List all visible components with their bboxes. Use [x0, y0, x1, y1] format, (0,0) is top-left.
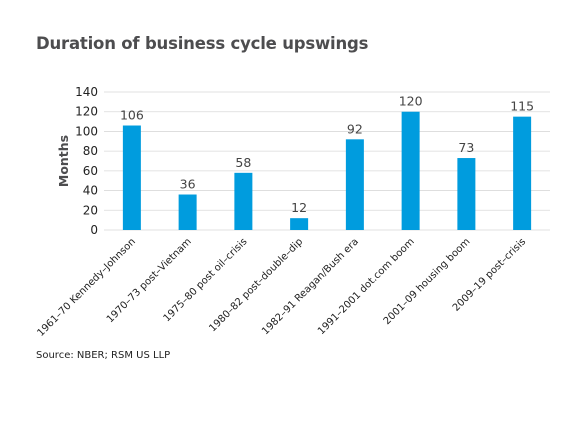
- bars: [122, 111, 532, 230]
- y-axis-title: Months: [56, 135, 71, 187]
- bar: [178, 194, 197, 230]
- bar: [401, 111, 420, 230]
- data-label: 73: [458, 140, 474, 155]
- data-label: 92: [347, 121, 363, 136]
- data-labels: 106 36 58 12 92 120 73 115: [120, 94, 534, 215]
- chart-source: Source: NBER; RSM US LLP: [36, 350, 171, 361]
- y-tick-label: 0: [90, 223, 98, 237]
- y-tick-label: 40: [83, 184, 98, 198]
- bar: [345, 139, 364, 230]
- y-tick-label: 120: [75, 105, 98, 119]
- y-tick-labels: 0 20 40 60 80 100 120 140: [75, 85, 98, 237]
- bar: [457, 158, 476, 230]
- data-label: 106: [120, 108, 144, 123]
- y-tick-label: 100: [75, 124, 98, 138]
- bar: [122, 125, 141, 230]
- data-label: 115: [510, 99, 534, 114]
- y-tick-label: 140: [75, 85, 98, 99]
- bar: [234, 172, 253, 230]
- y-tick-label: 60: [83, 164, 98, 178]
- chart-title: Duration of business cycle upswings: [36, 34, 369, 53]
- gridlines: [104, 91, 550, 231]
- data-label: 58: [235, 155, 251, 170]
- data-label: 36: [180, 177, 196, 192]
- x-category-label: 1991–2001 dot.com boom: [316, 236, 417, 337]
- bar: [290, 218, 309, 230]
- data-label: 120: [399, 94, 423, 109]
- data-label: 12: [291, 200, 307, 215]
- y-tick-label: 80: [83, 144, 98, 158]
- bar: [513, 116, 532, 230]
- x-category-label: 1961–70 Kennedy–Johnson: [35, 236, 138, 339]
- x-category-label: 1980–82 post–double–dip: [207, 236, 305, 334]
- x-category-label: 1982–91 Reagan/Bush era: [260, 236, 361, 337]
- y-tick-label: 20: [83, 203, 98, 217]
